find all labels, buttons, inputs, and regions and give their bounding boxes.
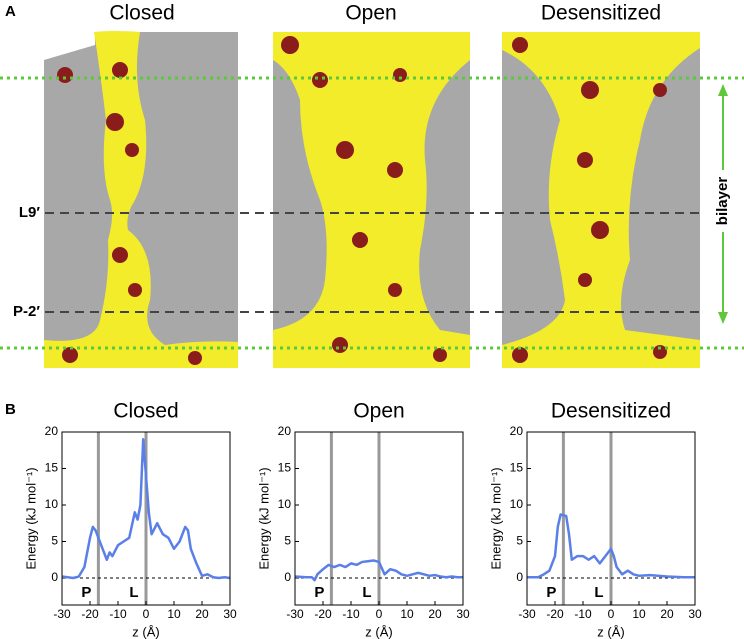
image xyxy=(512,37,667,363)
marker-label: L xyxy=(594,584,603,601)
x-tick-label: -30 xyxy=(518,607,536,621)
panel-letter: B xyxy=(5,401,16,418)
image xyxy=(44,31,238,368)
y-tick-label: 10 xyxy=(510,497,524,511)
bilayer-arrow: bilayer xyxy=(714,84,732,324)
data-line xyxy=(527,513,695,579)
y-tick-label: 0 xyxy=(284,570,291,584)
chart-title: Open xyxy=(353,400,404,423)
pore-images xyxy=(44,31,700,368)
x-tick-label: 0 xyxy=(143,607,150,621)
data-line xyxy=(294,559,463,582)
y-tick-label: 5 xyxy=(516,534,523,548)
y-tick-label: 5 xyxy=(284,534,291,548)
y-axis-label: Energy (kJ mol⁻¹) xyxy=(488,467,503,569)
x-tick-label: 20 xyxy=(660,607,674,621)
marker-label: P xyxy=(314,584,324,601)
x-tick-label: -10 xyxy=(342,607,360,621)
image xyxy=(44,32,95,60)
level-label: P-2′ xyxy=(13,303,40,320)
x-axis-label: z (Å) xyxy=(132,624,159,639)
image xyxy=(57,62,202,365)
y-tick-label: 15 xyxy=(45,461,59,475)
x-tick-label: 10 xyxy=(167,607,181,621)
x-tick-label: -30 xyxy=(286,607,304,621)
image xyxy=(273,32,470,368)
panel-title: Closed xyxy=(109,2,174,25)
x-tick-label: 10 xyxy=(632,607,646,621)
plot-frame xyxy=(61,431,231,606)
x-tick-label: 30 xyxy=(223,607,237,621)
x-tick-label: 0 xyxy=(608,607,615,621)
image xyxy=(502,32,700,368)
y-tick-label: 20 xyxy=(278,424,292,438)
x-tick-label: 30 xyxy=(456,607,470,621)
panel-title: Open xyxy=(345,2,396,25)
x-tick-label: 0 xyxy=(376,607,383,621)
y-tick-label: 15 xyxy=(278,461,292,475)
y-tick-label: 5 xyxy=(51,534,58,548)
x-axis-label: z (Å) xyxy=(597,624,624,639)
x-tick-label: -10 xyxy=(109,607,127,621)
marker-label: P xyxy=(546,584,556,601)
y-tick-label: 20 xyxy=(45,424,59,438)
chart-title: Closed xyxy=(113,400,178,423)
x-tick-label: 10 xyxy=(400,607,414,621)
y-axis-label: Energy (kJ mol⁻¹) xyxy=(256,467,271,569)
x-tick-label: 20 xyxy=(195,607,209,621)
x-axis-label: z (Å) xyxy=(365,624,392,639)
plot-frame xyxy=(294,431,464,606)
bracket-label: bilayer xyxy=(714,177,731,226)
marker-label: L xyxy=(362,584,371,601)
y-axis-label: Energy (kJ mol⁻¹) xyxy=(23,467,38,569)
y-tick-label: 15 xyxy=(510,461,524,475)
x-tick-label: -20 xyxy=(314,607,332,621)
image xyxy=(281,36,447,362)
marker-label: P xyxy=(81,584,91,601)
x-tick-label: -30 xyxy=(53,607,71,621)
x-tick-label: -20 xyxy=(546,607,564,621)
panel-letter: A xyxy=(5,3,16,20)
plot-frame xyxy=(526,431,696,606)
y-tick-label: 20 xyxy=(510,424,524,438)
y-tick-label: 0 xyxy=(516,570,523,584)
level-label: L9′ xyxy=(19,204,41,221)
x-tick-label: 30 xyxy=(688,607,702,621)
panel-title: Desensitized xyxy=(541,2,661,25)
data-line xyxy=(61,438,231,580)
y-tick-label: 10 xyxy=(278,497,292,511)
marker-label: L xyxy=(129,584,138,601)
y-tick-label: 0 xyxy=(51,570,58,584)
x-tick-label: -10 xyxy=(574,607,592,621)
chart-title: Desensitized xyxy=(551,400,671,423)
label-bg xyxy=(714,170,732,232)
x-tick-label: 20 xyxy=(428,607,442,621)
x-tick-label: -20 xyxy=(81,607,99,621)
y-tick-label: 10 xyxy=(45,497,59,511)
